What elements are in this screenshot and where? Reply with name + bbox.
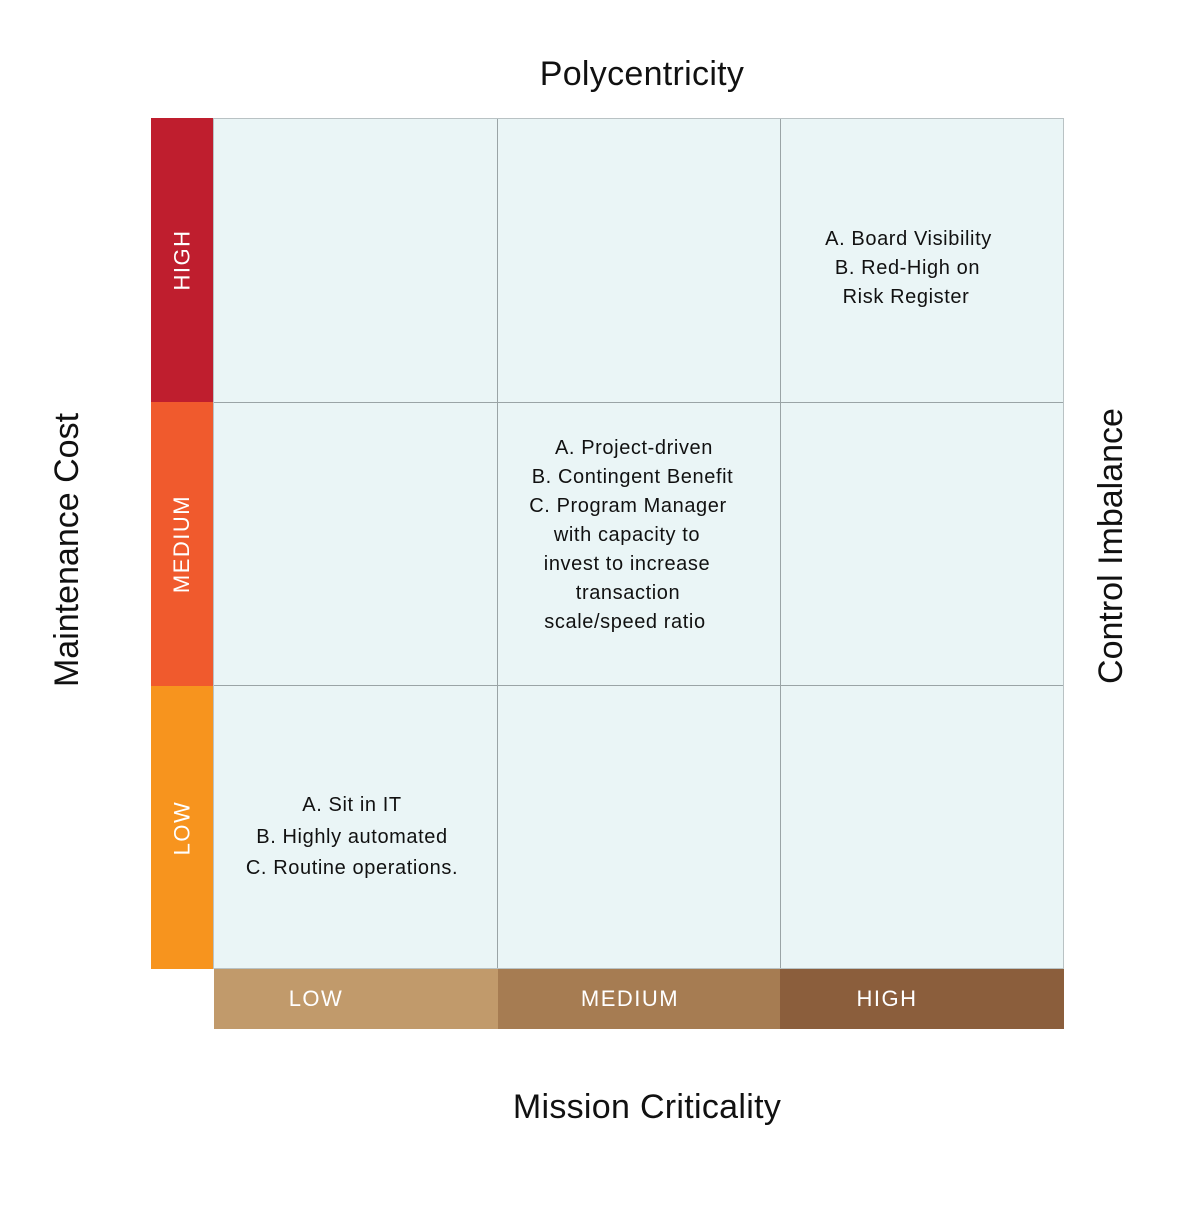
- grid-divider-horizontal: [214, 685, 1063, 686]
- maintenance-cost-title: Maintenance Cost: [48, 412, 86, 688]
- row-band-high: HIGH: [151, 118, 213, 402]
- cell-medium-medium-text: A. Project-driven B. Contingent Benefit …: [498, 434, 770, 637]
- cell-line: A. Board Visibility: [825, 228, 992, 250]
- cell-line: invest to increase: [543, 553, 711, 575]
- grid-divider-vertical: [497, 119, 498, 968]
- cell-line: B. Red-High on: [834, 257, 981, 279]
- control-imbalance-title: Control Imbalance: [1092, 408, 1130, 684]
- column-band-low: LOW: [214, 969, 498, 1029]
- cell-line: transaction: [575, 582, 681, 604]
- cell-line: B. Contingent Benefit: [531, 466, 734, 488]
- column-label-high: HIGH: [856, 986, 918, 1011]
- cell-high-high-text: A. Board Visibility B. Red-High on Risk …: [781, 225, 1036, 312]
- cell-line: C. Program Manager: [529, 495, 727, 517]
- cell-high-high: A. Board Visibility B. Red-High on Risk …: [781, 119, 1065, 402]
- cell-low-low-text: A. Sit in IT B. Highly automated C. Rout…: [214, 790, 490, 885]
- cell-line: Risk Register: [842, 286, 970, 308]
- cell-line: A. Sit in IT: [302, 794, 402, 816]
- column-label-medium: MEDIUM: [580, 986, 680, 1011]
- cell-line: C. Routine operations.: [245, 857, 459, 879]
- cell-line: B. Highly automated: [256, 825, 448, 848]
- cell-medium-medium: A. Project-driven B. Contingent Benefit …: [498, 403, 781, 686]
- cell-line: scale/speed ratio: [544, 611, 706, 633]
- column-label-low: LOW: [288, 986, 344, 1011]
- row-label-medium: MEDIUM: [169, 494, 194, 594]
- polycentricity-title: Polycentricity: [539, 55, 745, 93]
- grid-divider-vertical: [780, 119, 781, 968]
- mission-criticality-title: Mission Criticality: [512, 1088, 782, 1126]
- row-label-high: HIGH: [169, 229, 194, 291]
- matrix-grid: A. Board Visibility B. Red-High on Risk …: [213, 118, 1064, 969]
- row-band-low: LOW: [151, 686, 213, 969]
- row-label-low: LOW: [169, 800, 194, 855]
- row-band-medium: MEDIUM: [151, 402, 213, 686]
- cell-line: with capacity to: [553, 524, 701, 546]
- column-band-high: HIGH: [780, 969, 1064, 1029]
- column-band-medium: MEDIUM: [498, 969, 780, 1029]
- cell-low-low: A. Sit in IT B. Highly automated C. Rout…: [214, 686, 498, 970]
- grid-divider-horizontal: [214, 402, 1063, 403]
- cell-line: A. Project-driven: [554, 437, 714, 459]
